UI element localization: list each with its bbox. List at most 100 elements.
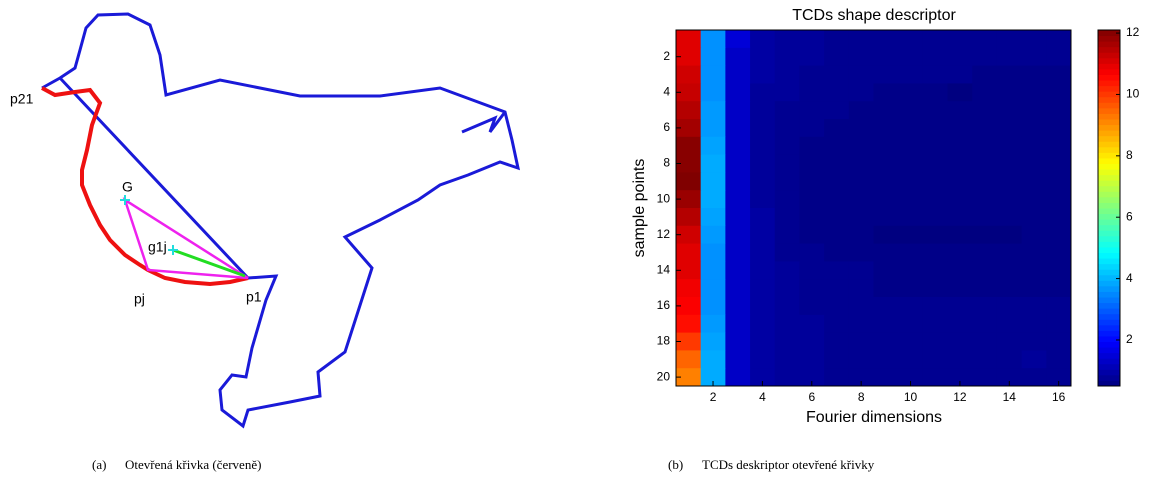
colorbar-band <box>1098 319 1120 326</box>
heatmap-cell <box>774 30 800 49</box>
heatmap-cell <box>799 225 825 245</box>
colorbar-band <box>1098 119 1120 126</box>
heatmap-cell <box>676 368 702 387</box>
heatmap-cell <box>774 154 800 173</box>
heatmap-cell <box>799 47 825 67</box>
colorbar-band <box>1098 85 1120 92</box>
heatmap-cell <box>922 350 949 369</box>
heatmap-cell <box>947 30 973 49</box>
heatmap-cell <box>898 83 924 102</box>
heatmap-cell <box>922 208 949 227</box>
heatmap-cell <box>947 65 973 84</box>
heatmap-cell <box>676 172 702 191</box>
heatmap-cell <box>972 261 998 280</box>
heatmap-cell <box>799 279 825 298</box>
heatmap-cell <box>972 83 998 102</box>
heatmap-cell <box>873 225 899 245</box>
heatmap-cell <box>947 368 973 387</box>
heatmap-cell <box>725 225 751 245</box>
colorbar-band <box>1098 302 1120 309</box>
heatmap-cell <box>922 136 949 156</box>
heatmap-cell <box>922 190 949 209</box>
heatmap-cell <box>1046 83 1072 102</box>
heatmap-cell <box>750 332 776 351</box>
colorbar-tick-label: 8 <box>1126 148 1133 162</box>
heatmap-cell <box>750 119 776 138</box>
heatmap-cell <box>750 30 776 49</box>
heatmap-cell <box>750 101 776 120</box>
heatmap-cell <box>947 261 973 280</box>
heatmap-cell <box>676 332 702 351</box>
heatmap-cell <box>799 350 825 369</box>
colorbar-band <box>1098 335 1120 342</box>
y-tick-label: 2 <box>663 49 670 63</box>
heatmap-cell <box>700 243 726 262</box>
colorbar-band <box>1098 202 1120 209</box>
heatmap-cell <box>972 136 998 156</box>
colorbar-band <box>1098 297 1120 304</box>
colorbar-band <box>1098 30 1120 37</box>
heatmap-cell <box>922 101 949 120</box>
heatmap-cell <box>848 136 874 156</box>
colorbar-band <box>1098 347 1120 354</box>
heatmap-cell <box>898 225 924 245</box>
colorbar-band <box>1098 380 1120 387</box>
heatmap-cell <box>725 172 751 191</box>
y-tick-label: 18 <box>657 334 671 348</box>
heatmap-cell <box>972 172 998 191</box>
heatmap-cell <box>972 190 998 209</box>
colorbar-band <box>1098 324 1120 331</box>
heatmap-cell <box>873 30 899 49</box>
x-tick-label: 4 <box>759 390 766 404</box>
heatmap-cell <box>848 368 874 387</box>
heatmap-cell <box>1021 83 1047 102</box>
heatmap-cell <box>898 314 924 334</box>
heatmap-cell <box>774 297 800 316</box>
heatmap-cell <box>922 119 949 138</box>
heatmap-cell <box>922 279 949 298</box>
heatmap-cell <box>922 261 949 280</box>
heatmap-cell <box>676 30 702 49</box>
heatmap-cell <box>848 314 874 334</box>
heatmap-cell <box>824 208 850 227</box>
heatmap-cell <box>972 119 998 138</box>
y-tick-label: 16 <box>657 298 671 312</box>
heatmap-cell <box>1046 65 1072 84</box>
heatmap-cell <box>676 279 702 298</box>
heatmap-cell <box>996 297 1023 316</box>
colorbar-band <box>1098 152 1120 159</box>
heatmap-cell <box>750 350 776 369</box>
heatmap-cell <box>922 368 949 387</box>
heatmap-cell <box>750 65 776 84</box>
heatmap-cell <box>750 243 776 262</box>
x-tick-label: 14 <box>1003 390 1017 404</box>
heatmap-cell <box>824 261 850 280</box>
heatmap-cell <box>1021 350 1047 369</box>
heatmap-cell <box>1046 119 1072 138</box>
colorbar-tick-label: 12 <box>1126 25 1140 39</box>
heatmap-cell <box>725 208 751 227</box>
heatmap-cell <box>676 350 702 369</box>
heatmap-cell <box>676 47 702 67</box>
heatmap-cell <box>725 332 751 351</box>
heatmap-cell <box>1046 154 1072 173</box>
heatmap-cell <box>676 261 702 280</box>
y-tick-label: 8 <box>663 156 670 170</box>
heatmap-cell <box>799 136 825 156</box>
heatmap-cell <box>1021 297 1047 316</box>
centroid-line <box>172 248 246 278</box>
heatmap-cell <box>848 30 874 49</box>
heatmap-cell <box>700 154 726 173</box>
heatmap-cell <box>848 332 874 351</box>
heatmap-cell <box>676 190 702 209</box>
colorbar-band <box>1098 163 1120 170</box>
heatmap-cell <box>750 47 776 67</box>
heatmap-cell <box>922 225 949 245</box>
heatmap-cell <box>774 332 800 351</box>
heatmap-cell <box>700 261 726 280</box>
heatmap-cell <box>700 190 726 209</box>
heatmap-cell <box>996 332 1023 351</box>
colorbar-band <box>1098 252 1120 259</box>
colorbar-frame <box>1097 29 1121 387</box>
